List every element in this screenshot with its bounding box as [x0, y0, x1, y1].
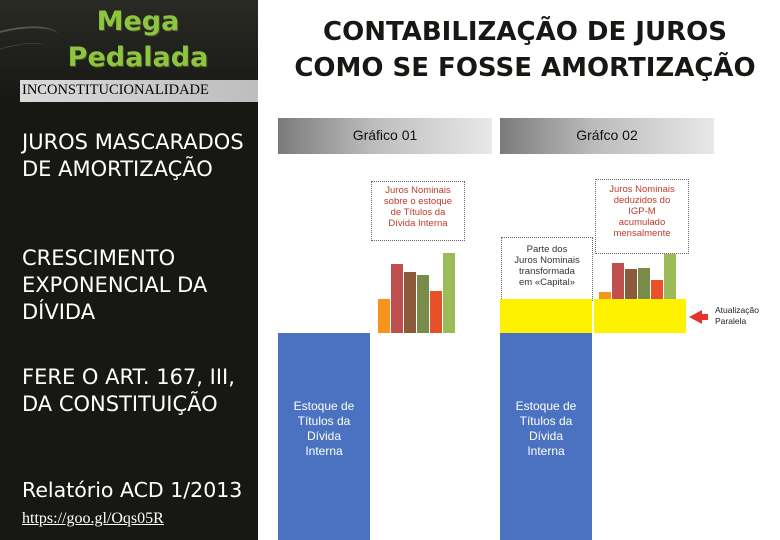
report-link[interactable]: https://goo.gl/Oqs05R	[22, 510, 164, 527]
bars1-bar	[443, 253, 455, 333]
graph-1-title: Gráfico 01	[352, 127, 418, 143]
graph-2-capital-box: Parte dos Juros Nominais transformada em…	[501, 237, 593, 301]
point-juros-mascarados: JUROS MASCARADOS DE AMORTIZAÇÃO	[22, 130, 244, 181]
graph-2-juros-label: Juros Nominais deduzidos do IGP-M acumul…	[609, 184, 675, 239]
banner: INCONSTITUCIONALIDADE	[20, 80, 258, 102]
graph-2-capital-label: Parte dos Juros Nominais transformada em…	[514, 244, 580, 288]
left-panel: Mega Pedalada INCONSTITUCIONALIDADE JURO…	[0, 0, 258, 540]
point-crescimento-exponencial: CRESCIMENTO EXPONENCIAL DA DÍVIDA	[22, 246, 208, 324]
graph-1-juros-box: Juros Nominais sobre o estoque de Título…	[371, 181, 465, 241]
bars2-bar	[638, 268, 650, 299]
bars1-bar	[430, 291, 442, 333]
graph-2-stock-block: Estoque de Títulos da Dívida Interna	[500, 333, 592, 540]
graph-2-stock-label: Estoque de Títulos da Dívida Interna	[515, 399, 577, 458]
logo-line-2: Pedalada	[67, 42, 209, 73]
graph-2-header: Gráfco 02	[500, 118, 714, 154]
graph-2-capital-yellow-block	[500, 299, 592, 333]
red-arrow-icon	[689, 310, 702, 324]
arrow-label: Atualização Paralela	[715, 305, 759, 326]
bars2-bar	[612, 263, 624, 299]
slide-title: CONTABILIZAÇÃO DE JUROS COMO SE FOSSE AM…	[270, 14, 780, 86]
graph-2-juros-box: Juros Nominais deduzidos do IGP-M acumul…	[595, 179, 689, 254]
bars1-bar	[417, 275, 429, 333]
point-fere-constituicao: FERE O ART. 167, III, DA CONSTITUIÇÃO	[22, 365, 235, 416]
graph-2-title: Gráfco 02	[576, 127, 638, 143]
bars2-bar	[625, 269, 637, 299]
title-line-2: COMO SE FOSSE AMORTIZAÇÃO	[294, 53, 756, 83]
arrow-tail	[700, 314, 708, 320]
bars2-bar	[664, 254, 676, 299]
bars2-bar	[651, 280, 663, 299]
bars1-bar	[404, 272, 416, 333]
graph-1-juros-label: Juros Nominais sobre o estoque de Título…	[383, 185, 453, 229]
graph-1-stock-block: Estoque de Títulos da Dívida Interna	[278, 333, 370, 540]
graph-1-stock-label: Estoque de Títulos da Dívida Interna	[293, 399, 355, 458]
graph-2-atualizacao-yellow-block	[594, 299, 686, 333]
graph-1-header: Gráfico 01	[278, 118, 492, 154]
logo-line-1: Mega	[96, 6, 180, 37]
banner-text: INCONSTITUCIONALIDADE	[22, 82, 209, 98]
title-line-1: CONTABILIZAÇÃO DE JUROS	[323, 17, 727, 47]
bars1-bar	[378, 299, 390, 333]
bars1-bar	[391, 264, 403, 333]
bars2-bar	[599, 292, 611, 299]
logo: Mega Pedalada	[50, 4, 226, 76]
report-reference: Relatório ACD 1/2013	[22, 478, 243, 502]
